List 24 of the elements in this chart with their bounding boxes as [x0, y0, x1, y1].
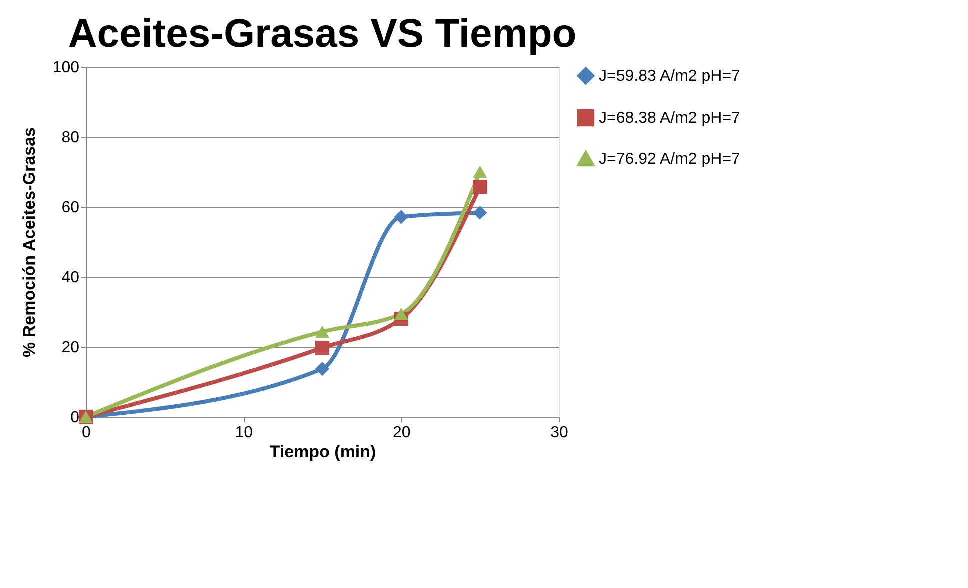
point — [394, 210, 408, 224]
x-tick-label: 10 — [235, 424, 254, 442]
x-tick-label: 30 — [550, 424, 568, 442]
y-axis-title: % Remoción Aceites-Grasas — [20, 128, 39, 358]
x-axis-title: Tiempo (min) — [270, 442, 376, 462]
point — [315, 362, 330, 376]
point — [473, 206, 488, 220]
y-tick-label: 100 — [52, 60, 80, 76]
y-tick-label: 40 — [62, 270, 80, 286]
point — [315, 340, 330, 356]
point — [473, 166, 488, 178]
chart-title: Aceites-Grasas VS Tiempo — [68, 12, 577, 56]
x-tick-label: 20 — [392, 424, 411, 442]
y-tick-label: 0 — [70, 410, 80, 426]
point — [473, 180, 488, 194]
y-tick-label: 20 — [62, 340, 80, 356]
legend-label: J=76.92 A/m2 pH=7 — [599, 151, 741, 168]
point — [394, 308, 408, 320]
legend-label: J=59.83 A/m2 pH=7 — [599, 68, 741, 85]
y-tick-label: 80 — [62, 130, 80, 146]
point — [315, 326, 330, 338]
y-tick-label: 60 — [62, 200, 80, 216]
legend-label: J=68.38 A/m2 pH=7 — [599, 110, 741, 127]
x-tick-label: 0 — [82, 424, 92, 442]
